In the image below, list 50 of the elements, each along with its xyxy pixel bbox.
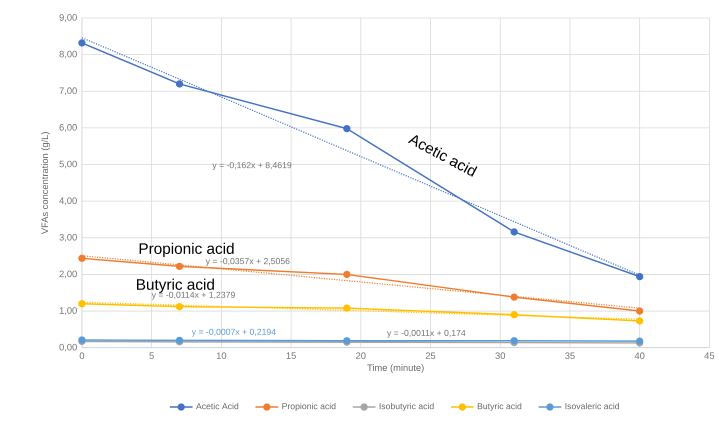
- annotation: y = -0,0007x + 0,2194: [192, 328, 276, 337]
- y-tick-label: 2,00: [60, 270, 77, 278]
- point: [78, 39, 86, 47]
- annotation: Acetic acid: [408, 135, 478, 177]
- point: [176, 80, 184, 88]
- y-tick-label: 6,00: [60, 124, 77, 132]
- x-axis-title: Time (minute): [367, 364, 424, 374]
- point: [510, 228, 518, 236]
- point: [176, 303, 184, 311]
- legend-label: Acetic Acid: [196, 403, 238, 410]
- x-tick-label: 45: [704, 352, 714, 360]
- legend-label: Butyric acid: [478, 403, 522, 412]
- y-tick-label: 8,00: [59, 50, 77, 59]
- point: [510, 311, 518, 319]
- point: [343, 125, 351, 132]
- point: [176, 262, 184, 270]
- annotation: y = -0,0357x + 2,5056: [206, 258, 290, 266]
- y-tick-label: 5,00: [59, 160, 77, 169]
- y-tick-label: 4,00: [59, 198, 77, 206]
- annotation: Butyric acid: [137, 278, 214, 294]
- point: [343, 270, 351, 278]
- annotation: y = -0,0114x + 1,2379: [152, 292, 235, 300]
- point: [636, 317, 644, 325]
- y-tick-label: 3,00: [59, 234, 77, 242]
- x-tick-label: 20: [356, 352, 366, 360]
- annotation: y = -0,162x + 8,4619: [212, 162, 292, 170]
- x-tick-label: 10: [216, 352, 226, 360]
- legend-label: Propionic acid: [282, 403, 336, 412]
- point: [510, 294, 518, 301]
- annotation: y = -0,0011x + 0,174: [386, 330, 466, 338]
- y-tick-label: 7,00: [60, 88, 77, 96]
- point: [78, 300, 86, 308]
- legend-label: Isobutyric acid: [380, 403, 434, 412]
- y-tick-label: 9,00: [60, 14, 77, 22]
- annotation: Propionic acid: [140, 242, 234, 258]
- point: [636, 273, 644, 280]
- x-tick-label: 5: [149, 352, 154, 360]
- y-axis-title: VFAs concentration (g/L): [41, 132, 50, 234]
- x-tick-label: 30: [495, 352, 506, 360]
- x-tick-label: 25: [426, 352, 436, 360]
- x-tick-label: 35: [565, 352, 575, 360]
- y-tick-label: 0,00: [59, 344, 77, 352]
- point: [343, 304, 351, 312]
- point: [78, 254, 86, 262]
- y-tick-label: 1,00: [60, 307, 77, 316]
- x-tick-label: 40: [634, 352, 644, 360]
- point: [636, 308, 644, 315]
- x-tick-label: 15: [286, 352, 296, 360]
- legend-label: Isovaleric acid: [565, 403, 619, 410]
- x-tick-label: 0: [80, 352, 84, 360]
